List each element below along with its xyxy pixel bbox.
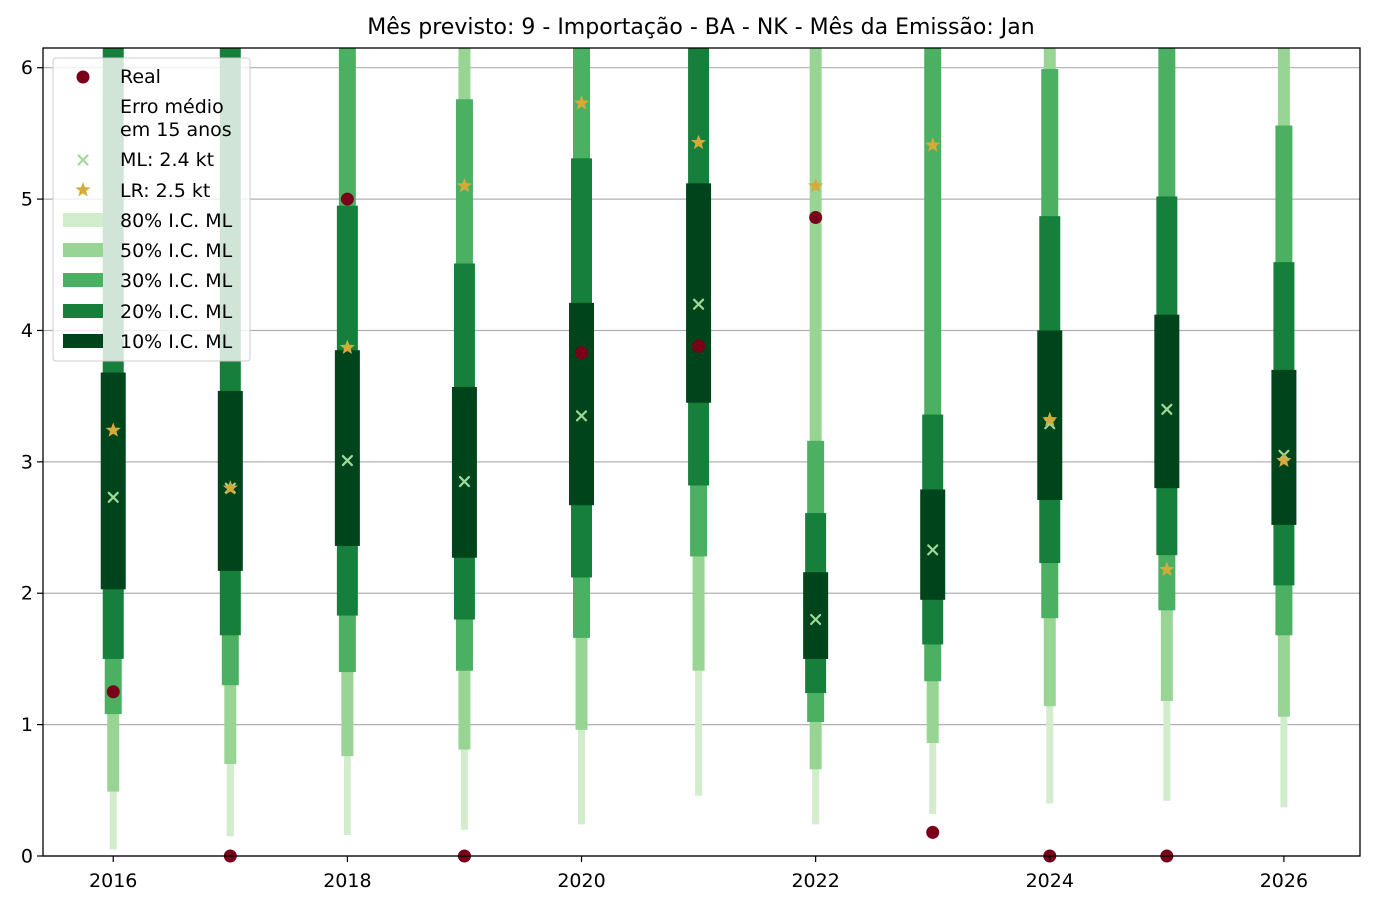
ml-point-2020 — [575, 410, 588, 422]
chart-title: Mês previsto: 9 - Importação - BA - NK -… — [367, 15, 1034, 40]
lr-point-2025 — [1159, 561, 1175, 577]
x-tick-label-2026: 2026 — [1260, 870, 1308, 892]
legend-ci50-label: 50% I.C. ML — [120, 240, 233, 262]
lr-point-2021 — [690, 134, 707, 150]
y-tick-label-2: 2 — [21, 583, 33, 605]
y-tick-label-4: 4 — [21, 320, 33, 342]
ml-point-2016 — [107, 491, 119, 503]
legend-erro-label-line2: em 15 anos — [120, 119, 232, 141]
legend-ci10-label: 10% I.C. ML — [120, 331, 233, 353]
ci10-bar-2021 — [686, 183, 712, 403]
real-point-2016 — [106, 685, 120, 699]
y-tick-label-3: 3 — [21, 451, 33, 473]
ml-point-2021 — [692, 298, 705, 310]
x-tick-label-2018: 2018 — [323, 870, 371, 892]
ci10-bar-2016 — [100, 372, 126, 590]
x-tick-label-2020: 2020 — [557, 870, 605, 892]
lr-point-2016 — [105, 422, 121, 437]
legend-ml-cross — [77, 154, 89, 166]
lr-point-2017 — [222, 480, 238, 495]
ml-point-2022 — [810, 613, 822, 626]
real-point-2020 — [575, 346, 589, 360]
lr-point-2023 — [925, 137, 941, 152]
real-point-2018 — [340, 192, 354, 206]
ml-point-2019 — [458, 475, 471, 488]
real-point-2022 — [809, 210, 823, 224]
ci10-bar-2026 — [1271, 369, 1297, 525]
legend-ci80-swatch — [63, 213, 103, 227]
interval-bars — [100, 48, 1297, 850]
ci10-bar-2022 — [803, 572, 829, 659]
point-markers — [105, 95, 1292, 863]
y-tick-label-1: 1 — [21, 714, 33, 736]
legend-ci20-label: 20% I.C. ML — [120, 301, 233, 323]
lr-point-2019 — [456, 177, 473, 193]
y-tick-label-6: 6 — [21, 57, 33, 79]
ci10-bar-2018 — [334, 350, 360, 546]
ml-point-2023 — [927, 544, 939, 556]
y-tick-label-5: 5 — [21, 189, 33, 211]
real-point-2023 — [926, 825, 940, 839]
legend-ci80-label: 80% I.C. ML — [120, 210, 233, 232]
legend-real-label: Real — [120, 66, 161, 88]
ci10-bar-2023 — [920, 489, 946, 600]
plot-frame — [42, 47, 1361, 857]
ml-point-2025 — [1161, 403, 1173, 415]
ml-point-2018 — [341, 454, 353, 467]
legend-lr-label: LR: 2.5 kt — [120, 180, 210, 202]
lr-point-2020 — [573, 95, 590, 110]
legend-ci20-swatch — [63, 304, 103, 318]
legend-ci10-swatch — [63, 334, 103, 348]
real-point-2021 — [692, 339, 706, 353]
legend-ci50-swatch — [63, 243, 103, 257]
ci10-bar-2019 — [451, 386, 477, 558]
legend-lr-marker — [75, 182, 91, 197]
x-tick-label-2016: 2016 — [89, 870, 137, 892]
legend-ci30-swatch — [63, 273, 103, 287]
legend: Real Erro médio em 15 anos ML: 2.4 kt LR… — [52, 57, 251, 362]
legend-lr-star — [75, 182, 91, 197]
legend-real-marker — [76, 70, 90, 84]
legend-ml-marker — [77, 154, 89, 166]
legend-ml-label: ML: 2.4 kt — [120, 149, 214, 171]
x-tick-label-2024: 2024 — [1026, 870, 1074, 892]
ci10-bar-2020 — [569, 302, 595, 506]
ci10-bar-2025 — [1154, 314, 1180, 489]
axis-ticks: 0 1 2 3 4 5 6 2016 2018 2020 2022 2024 2026 — [21, 57, 1308, 892]
lr-point-2018 — [339, 339, 355, 355]
legend-ci30-label: 30% I.C. ML — [120, 270, 233, 292]
lr-point-2024 — [1042, 411, 1058, 427]
x-tick-label-2022: 2022 — [791, 870, 839, 892]
lr-point-2026 — [1276, 452, 1292, 468]
lr-point-2022 — [808, 177, 824, 193]
y-tick-label-0: 0 — [21, 846, 33, 868]
legend-erro-label-line1: Erro médio — [120, 96, 224, 118]
